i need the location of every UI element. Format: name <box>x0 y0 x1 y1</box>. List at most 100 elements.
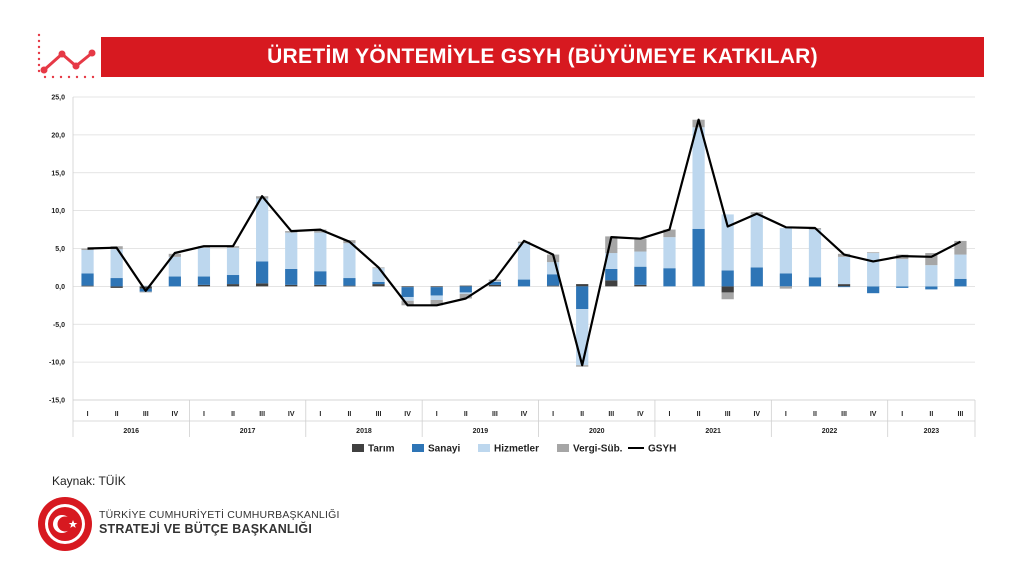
x-tick-label: II <box>697 411 701 418</box>
trend-line-icon <box>37 33 96 79</box>
year-label: 2016 <box>123 428 139 435</box>
x-tick-label: I <box>901 411 903 418</box>
bar-hizmetler <box>343 243 356 279</box>
bar-sanayi <box>256 261 269 284</box>
bar-sanayi <box>314 271 327 285</box>
bar-tar-m <box>576 284 589 287</box>
bar-hizmetler <box>634 251 647 267</box>
bar-tar-m <box>256 283 269 287</box>
bar-hizmetler <box>168 256 181 277</box>
legend-swatch-vergi-s-b- <box>557 444 569 452</box>
bar-hizmetler <box>517 243 531 280</box>
x-tick-label: III <box>841 411 847 418</box>
x-tick-label: II <box>115 411 119 418</box>
presidency-seal-icon <box>38 497 92 551</box>
bar-tar-m <box>110 286 123 288</box>
legend-swatch-tar-m <box>352 444 364 452</box>
bar-vergi-s-b- <box>430 300 443 306</box>
bar-hizmetler <box>867 253 880 287</box>
bar-sanayi <box>401 287 414 297</box>
bar-vergi-s-b- <box>401 300 414 306</box>
y-tick-label: 25,0 <box>51 95 65 102</box>
bar-tar-m <box>226 284 240 287</box>
bar-hizmetler <box>285 232 298 269</box>
line-gsyh <box>87 118 962 367</box>
bar-hizmetler <box>692 127 705 229</box>
bar-tar-m <box>139 286 152 289</box>
bar-hizmetler <box>81 250 94 274</box>
bar-vergi-s-b- <box>867 252 880 254</box>
bar-hizmetler <box>459 292 472 294</box>
bar-tar-m <box>546 285 560 287</box>
org-name-line1: TÜRKİYE CUMHURİYETİ CUMHURBAŞKANLIĞI <box>99 509 340 521</box>
bar-sanayi <box>605 268 618 281</box>
bar-hizmetler <box>139 285 152 287</box>
year-label: 2017 <box>240 428 256 435</box>
bar-hizmetler <box>372 268 385 282</box>
bar-tar-m <box>430 286 443 288</box>
bar-tar-m <box>634 284 647 287</box>
x-tick-label: IV <box>637 411 644 418</box>
x-tick-label: II <box>347 411 351 418</box>
bar-hizmetler <box>954 254 967 279</box>
bar-sanayi <box>343 278 356 286</box>
org-name-line2: STRATEJİ VE BÜTÇE BAŞKANLIĞI <box>99 522 313 536</box>
bar-sanayi <box>867 286 880 294</box>
bar-sanayi <box>285 268 298 285</box>
bar-sanayi <box>546 274 560 286</box>
bar-hizmetler <box>663 237 676 269</box>
x-tick-label: III <box>376 411 382 418</box>
legend-label-sanayi: Sanayi <box>428 444 460 455</box>
bar-hizmetler <box>488 281 502 282</box>
bar-sanayi <box>750 267 763 287</box>
x-tick-label: III <box>492 411 498 418</box>
bar-sanayi <box>459 286 472 293</box>
x-tick-label: IV <box>753 411 760 418</box>
x-tick-label: I <box>785 411 787 418</box>
bar-hizmetler <box>837 256 851 285</box>
bar-sanayi <box>925 286 938 290</box>
bar-sanayi <box>110 278 123 287</box>
x-tick-label: IV <box>404 411 411 418</box>
bar-hizmetler <box>110 249 123 279</box>
bars <box>81 119 967 367</box>
bar-sanayi <box>517 279 531 287</box>
x-tick-label: II <box>464 411 468 418</box>
x-tick-label: IV <box>172 411 179 418</box>
y-tick-label: 15,0 <box>51 170 65 177</box>
gdp-contribution-chart: -15,0-10,0-5,00,05,010,015,020,025,0 I II… <box>49 95 976 455</box>
legend-swatch-sanayi <box>412 444 424 452</box>
bar-sanayi <box>692 228 705 287</box>
x-tick-label: IV <box>521 411 528 418</box>
bar-vergi-s-b- <box>314 229 327 233</box>
bar-sanayi <box>576 286 589 310</box>
bar-sanayi <box>837 286 851 288</box>
bar-sanayi <box>808 277 822 287</box>
x-tick-label: II <box>929 411 933 418</box>
bar-vergi-s-b- <box>459 293 472 299</box>
x-tick-label: II <box>231 411 235 418</box>
y-axis-ticks: -15,0 -10,0 -5,0 0,0 5,0 10,0 15,0 20,0 25,0 <box>49 95 65 405</box>
bar-tar-m <box>314 284 327 287</box>
bar-sanayi <box>372 281 385 285</box>
x-tick-label: III <box>608 411 614 418</box>
bar-vergi-s-b- <box>139 291 152 293</box>
bar-tar-m <box>197 284 211 287</box>
bar-sanayi <box>81 273 94 286</box>
bar-tar-m <box>285 284 298 287</box>
year-label: 2023 <box>924 428 940 435</box>
bar-hizmetler <box>750 214 763 268</box>
page-title: ÜRETİM YÖNTEMİYLE GSYH (BÜYÜMEYE KATKILA… <box>267 45 818 68</box>
bar-sanayi <box>663 268 676 287</box>
bar-tar-m <box>81 285 94 287</box>
bar-sanayi <box>954 278 967 287</box>
x-tick-label: II <box>580 411 584 418</box>
bar-tar-m <box>343 285 356 287</box>
bar-hizmetler <box>605 253 618 269</box>
y-tick-label: -15,0 <box>49 398 65 405</box>
x-tick-label: III <box>958 411 964 418</box>
year-label: 2019 <box>473 428 489 435</box>
year-label: 2021 <box>705 428 721 435</box>
y-tick-label: 5,0 <box>55 246 65 253</box>
bar-hizmetler <box>896 259 909 287</box>
